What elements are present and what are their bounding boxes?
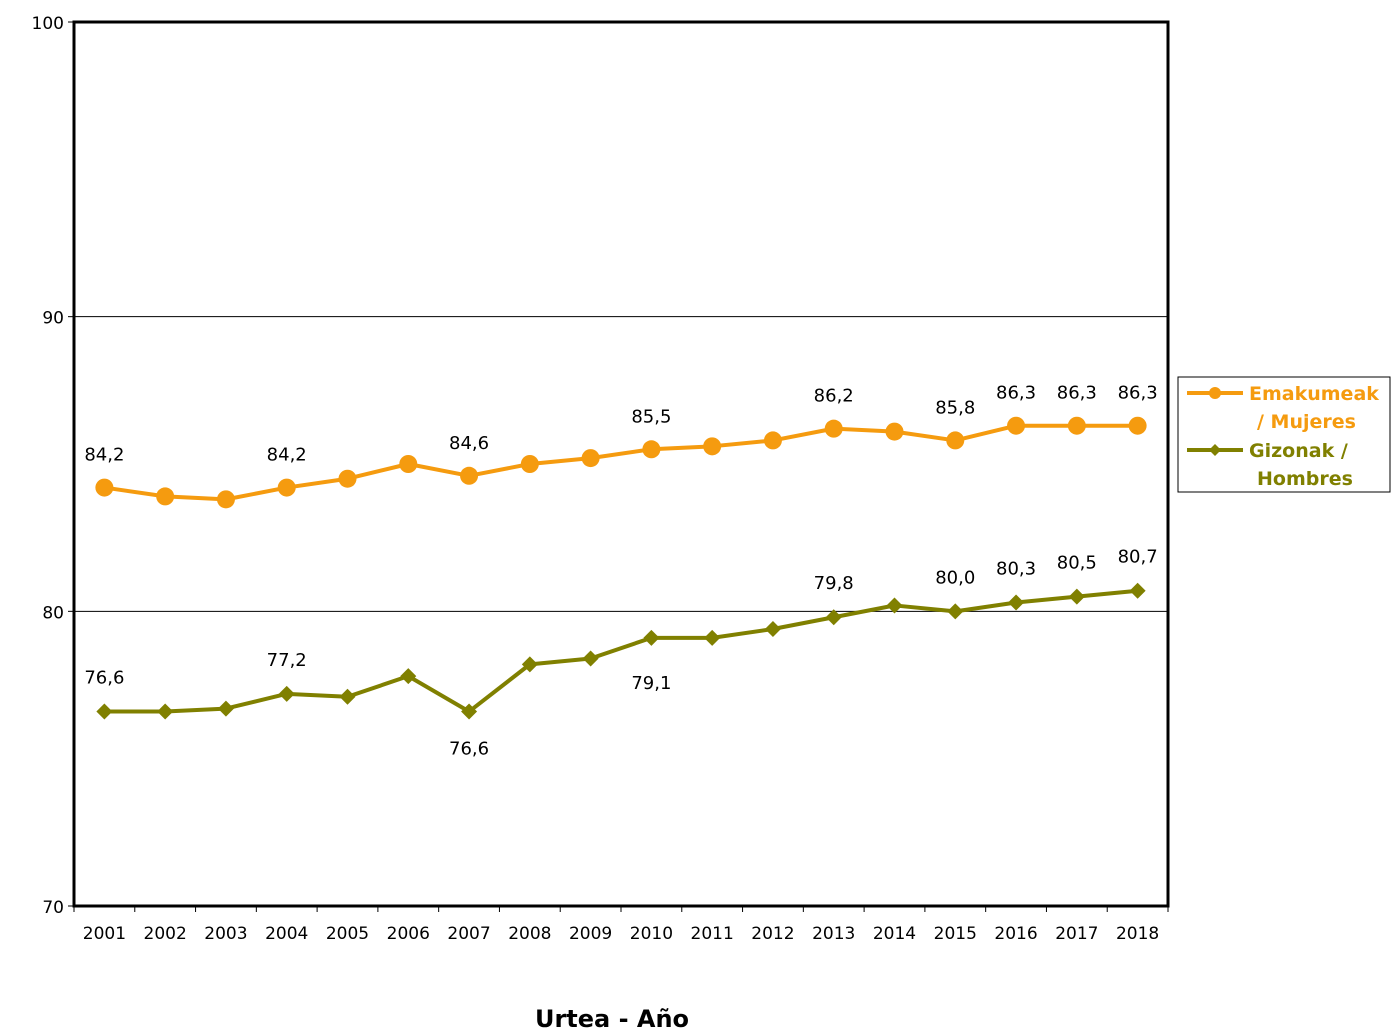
x-tick-label: 2014 <box>873 924 916 944</box>
x-tick-label: 2007 <box>447 924 490 944</box>
data-point <box>339 688 356 705</box>
series-1: 84,2 84,2 84,6 85,5 86,2 85,8 86,3 86,3 86,3 <box>84 383 1158 509</box>
data-point <box>703 437 722 456</box>
x-tick-label: 2009 <box>569 924 612 944</box>
data-point <box>521 656 538 673</box>
data-label: 76,6 <box>449 739 489 760</box>
legend: Emakumeak / Mujeres Gizonak / Hombres <box>1177 376 1391 493</box>
x-tick-label: 2010 <box>630 924 673 944</box>
x-tick-label: 2013 <box>812 924 855 944</box>
data-label: 86,2 <box>814 386 854 407</box>
grid-lines <box>74 316 1168 612</box>
data-point <box>95 478 114 497</box>
data-point <box>96 703 113 720</box>
x-tick-label: 2017 <box>1055 924 1098 944</box>
data-label: 80,7 <box>1118 547 1158 568</box>
data-label: 85,8 <box>935 397 975 418</box>
data-point <box>1129 582 1146 599</box>
data-label: 86,3 <box>996 383 1036 404</box>
x-tick-label: 2006 <box>387 924 430 944</box>
data-label: 84,2 <box>267 445 307 466</box>
data-point <box>643 629 660 646</box>
data-label: 86,3 <box>1118 383 1158 404</box>
y-tick-label: 90 <box>42 309 64 329</box>
legend-item-2: Gizonak / Hombres <box>1187 440 1353 490</box>
x-tick-label: 2002 <box>144 924 187 944</box>
data-label: 84,2 <box>84 445 124 466</box>
data-point <box>581 449 600 468</box>
x-tick-label: 2001 <box>83 924 126 944</box>
data-label: 79,8 <box>814 573 854 594</box>
legend-label: Hombres <box>1257 468 1353 490</box>
data-label: 80,3 <box>996 558 1036 579</box>
data-point <box>461 703 478 720</box>
series-line <box>104 588 1138 714</box>
legend-marker <box>1209 387 1221 399</box>
data-point <box>764 621 781 638</box>
legend-label: Gizonak / <box>1249 440 1348 462</box>
x-tick-label: 2004 <box>265 924 308 944</box>
data-label: 84,6 <box>449 433 489 454</box>
x-axis-title: Urtea - Año <box>535 1005 689 1032</box>
x-axis-ticks: 2001 2002 2003 2004 2005 2006 2007 2008 2009 2010… <box>73 906 1169 944</box>
data-point <box>460 466 479 485</box>
data-point <box>582 650 599 667</box>
y-tick-label: 100 <box>32 14 64 34</box>
data-label: 86,3 <box>1057 383 1097 404</box>
data-point <box>520 455 539 473</box>
x-tick-label: 2011 <box>691 924 734 944</box>
legend-label: / Mujeres <box>1257 411 1356 433</box>
data-label: 76,6 <box>84 668 124 689</box>
data-point <box>399 455 418 473</box>
data-point <box>217 700 234 717</box>
x-tick-label: 2015 <box>934 924 977 944</box>
x-tick-label: 2008 <box>508 924 551 944</box>
x-tick-label: 2016 <box>994 924 1037 944</box>
legend-label: Emakumeak <box>1249 383 1379 405</box>
plot-area <box>74 22 1168 906</box>
data-point <box>1128 416 1147 435</box>
y-tick-label: 80 <box>42 603 64 623</box>
plot-frame <box>72 20 1170 908</box>
data-point <box>1067 416 1086 435</box>
y-tick-label: 70 <box>42 898 64 918</box>
data-label: 85,5 <box>631 406 671 427</box>
data-point <box>825 609 842 626</box>
series-layer: 84,2 84,2 84,6 85,5 86,2 85,8 86,3 86,3 86,3 76,6… <box>84 383 1157 760</box>
data-point <box>824 419 843 438</box>
y-axis-ticks: 70 80 90 100 <box>32 14 74 918</box>
data-point <box>216 490 235 509</box>
x-tick-label: 2018 <box>1116 924 1159 944</box>
data-point <box>1007 416 1026 435</box>
x-tick-label: 2012 <box>751 924 794 944</box>
series-line <box>104 423 1138 502</box>
data-point <box>947 603 964 620</box>
data-point <box>886 597 903 614</box>
data-point <box>338 469 357 488</box>
data-point <box>400 668 417 685</box>
data-point <box>278 685 295 702</box>
data-label: 80,0 <box>935 567 975 588</box>
data-point <box>704 629 721 646</box>
data-point <box>157 703 174 720</box>
legend-item-1: Emakumeak / Mujeres <box>1187 383 1379 433</box>
data-label: 79,1 <box>631 673 671 694</box>
data-point <box>156 487 175 506</box>
data-point <box>763 431 782 450</box>
x-tick-label: 2005 <box>326 924 369 944</box>
data-label: 80,5 <box>1057 553 1097 574</box>
data-label: 77,2 <box>267 650 307 671</box>
data-point <box>885 422 904 441</box>
data-point <box>277 478 296 497</box>
data-point <box>946 431 965 450</box>
series-2: 76,6 77,2 76,6 79,1 79,8 80,0 80,3 80,5 80,7 <box>84 547 1157 760</box>
x-tick-label: 2003 <box>204 924 247 944</box>
data-point <box>1068 588 1085 605</box>
data-point <box>1008 594 1025 611</box>
data-point <box>642 440 661 459</box>
legend-marker <box>1209 444 1221 456</box>
